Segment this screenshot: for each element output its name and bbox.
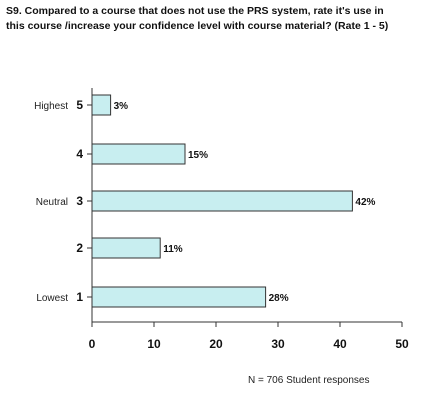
plot-area: 0 10 20 30 40 50 5 Highest 3% 4 15% 3 Neutral 42% 2 11%…	[34, 88, 409, 351]
chart-title-line-1: S9. Compared to a course that does not u…	[6, 5, 384, 17]
x-tick-label-10: 10	[147, 337, 161, 351]
x-tick-label-40: 40	[333, 337, 347, 351]
category-rating-1: 1	[76, 290, 83, 304]
bar-rating-2	[91, 237, 161, 259]
category-label-neutral: Neutral	[36, 197, 68, 208]
category-rating-3: 3	[76, 194, 83, 208]
bar-rating-5	[91, 94, 112, 116]
category-label-highest: Highest	[34, 101, 68, 112]
bar-rating-3	[91, 190, 353, 212]
x-tick-label-30: 30	[271, 337, 285, 351]
data-label-rating-4: 15%	[188, 150, 208, 161]
data-label-rating-5: 3%	[114, 101, 129, 112]
sample-size-footnote: N = 706 Student responses	[248, 375, 370, 386]
x-tick-label-20: 20	[209, 337, 223, 351]
chart-title: S9. Compared to a course that does not u…	[6, 4, 418, 34]
chart-title-line-2: this course /increase your confidence le…	[6, 20, 389, 32]
bar-rating-1	[91, 286, 267, 308]
bar-rating-4	[91, 143, 186, 165]
data-label-rating-3: 42%	[355, 197, 375, 208]
x-tick-label-50: 50	[395, 337, 409, 351]
x-tick-label-0: 0	[89, 337, 96, 351]
category-rating-5: 5	[76, 98, 83, 112]
data-label-rating-1: 28%	[269, 293, 289, 304]
data-label-rating-2: 11%	[163, 244, 183, 255]
category-rating-4: 4	[76, 147, 83, 161]
category-label-lowest: Lowest	[36, 293, 68, 304]
category-rating-2: 2	[76, 241, 83, 255]
